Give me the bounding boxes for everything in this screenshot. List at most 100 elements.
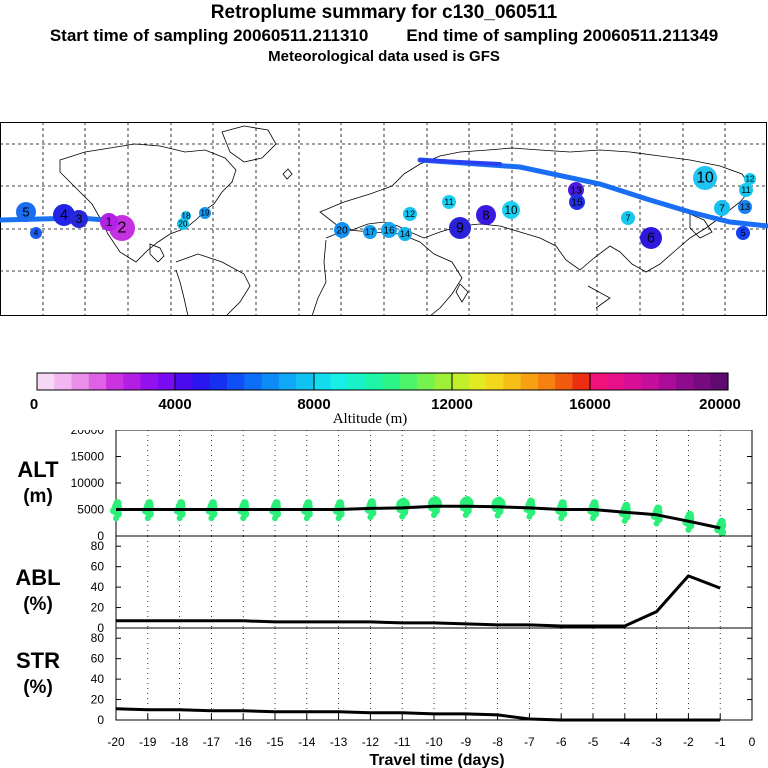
trajectory-marker-label: 4 xyxy=(60,208,68,224)
altitude-scatter-point xyxy=(367,498,376,507)
trajectory-marker-label: 5 xyxy=(22,205,29,220)
altitude-scatter-point xyxy=(208,499,217,508)
str-panel-label: STR xyxy=(16,648,60,673)
colorbar-cell xyxy=(261,373,280,390)
altitude-scatter-point xyxy=(495,496,504,505)
colorbar-cell xyxy=(624,373,643,390)
x-tick-label: -4 xyxy=(619,735,630,749)
altitude-scatter-point xyxy=(367,514,374,521)
trajectory-marker-label: 16 xyxy=(383,226,395,237)
colorbar-cell xyxy=(37,373,55,390)
start-time: Start time of sampling 20060511.211310 xyxy=(49,26,369,45)
colorbar-cell xyxy=(244,373,263,390)
colorbar-label: Altitude (m) xyxy=(333,411,408,427)
panel-alt: 20000 15000 10000 5000 0 xyxy=(71,430,753,543)
trajectory-marker-label: 18 xyxy=(182,211,191,220)
trajectory-marker-label: 12 xyxy=(746,175,755,184)
end-time: End time of sampling 20060511.211349 xyxy=(406,26,719,45)
altitude-scatter-point xyxy=(303,515,310,522)
colorbar-tick-3: 12000 xyxy=(431,396,473,413)
colorbar-cell xyxy=(641,373,660,390)
altitude-scatter-point xyxy=(177,499,186,508)
trajectory-marker xyxy=(714,200,730,216)
trajectory-marker-label: 11 xyxy=(741,185,750,195)
colorbar-cell xyxy=(468,373,487,390)
colorbar-cell xyxy=(555,373,574,390)
trajectory-marker-label: 19 xyxy=(201,209,210,218)
colorbar-cell xyxy=(278,373,297,390)
colorbar-cell xyxy=(347,373,366,390)
trajectory-marker xyxy=(502,201,520,219)
trajectory-marker xyxy=(621,211,635,225)
altitude-scatter-point xyxy=(494,512,501,519)
x-tick-label: -15 xyxy=(266,735,284,749)
colorbar-cell xyxy=(209,373,228,390)
colorbar-cells xyxy=(37,373,729,390)
trajectory-marker-label: 3 xyxy=(76,213,83,226)
trajectory-marker xyxy=(568,182,584,198)
map-coastlines xyxy=(59,125,753,316)
trajectory-marker-label: 13 xyxy=(570,186,582,197)
sampling-times: Start time of sampling 20060511.211310 En… xyxy=(0,26,768,46)
trajectory-marker xyxy=(199,207,211,219)
abl-panel-label: ABL xyxy=(15,565,60,590)
altitude-scatter-point xyxy=(145,499,154,508)
trajectory-marker xyxy=(16,202,36,222)
trajectory-marker xyxy=(334,222,350,238)
x-tick-label: -12 xyxy=(362,735,380,749)
altitude-scatter-point xyxy=(399,513,406,520)
colorbar-cell xyxy=(434,373,453,390)
trajectory-marker xyxy=(403,207,417,221)
altitude-scatter-point xyxy=(113,499,122,508)
altitude-scatter-point xyxy=(431,512,437,519)
altitude-scatter-point xyxy=(590,499,599,508)
x-tick-label: -16 xyxy=(235,735,253,749)
altitude-scatter-point xyxy=(685,510,694,519)
y-tick-label: 40 xyxy=(91,580,105,594)
colorbar-cell xyxy=(399,373,418,390)
trajectory-marker xyxy=(640,227,662,249)
trajectory-marker-label: 8 xyxy=(482,208,489,223)
y-tick-label: 0 xyxy=(97,621,104,635)
trajectory-marker-label: 9 xyxy=(456,221,464,237)
colorbar-cell xyxy=(417,373,435,390)
altitude-scatter-point xyxy=(399,497,408,506)
x-tick-label: -2 xyxy=(683,735,694,749)
alt-panel-label: ALT xyxy=(17,457,59,482)
altitude-scatter-point xyxy=(463,495,472,504)
colorbar-cell xyxy=(175,373,194,390)
trajectory-marker xyxy=(449,217,471,239)
altitude-scatter-point xyxy=(558,515,565,522)
alt-panel-unit: (m) xyxy=(23,486,53,507)
trajectory-marker xyxy=(442,195,456,209)
y-tick-label: 40 xyxy=(91,672,105,686)
altitude-scatter-point xyxy=(240,499,249,508)
colorbar-cell xyxy=(693,373,712,390)
trajectory-marker xyxy=(693,166,717,190)
altitude-scatter-point xyxy=(622,501,631,510)
colorbar-cell xyxy=(296,373,314,390)
trajectory-marker xyxy=(476,205,496,225)
altitude-scatter-point xyxy=(653,520,660,527)
altitude-scatter-point xyxy=(621,517,628,524)
trajectory-marker-label: 4 xyxy=(34,229,39,238)
colorbar-cell xyxy=(382,373,401,390)
y-tick-label: 20 xyxy=(91,601,105,615)
x-axis-label: Travel time (days) xyxy=(369,752,504,768)
trajectory-marker xyxy=(100,213,118,231)
altitude-scatter-point xyxy=(685,526,692,533)
trajectory-marker xyxy=(398,227,412,241)
y-tick-label: 10000 xyxy=(71,476,105,490)
colorbar-cell xyxy=(503,373,522,390)
trajectory-marker-label: 5 xyxy=(740,228,745,238)
map-graticule xyxy=(0,122,768,316)
trajectory-marker xyxy=(30,227,42,239)
y-tick-label: 80 xyxy=(91,539,105,553)
y-tick-label: 60 xyxy=(91,652,105,666)
trajectory-marker-label: 6 xyxy=(647,231,655,247)
altitude-scatter-point xyxy=(431,495,440,504)
altitude-colorbar: 0 4000 8000 12000 16000 20000 Altitude (… xyxy=(30,372,741,427)
x-tick-label: -20 xyxy=(107,735,125,749)
